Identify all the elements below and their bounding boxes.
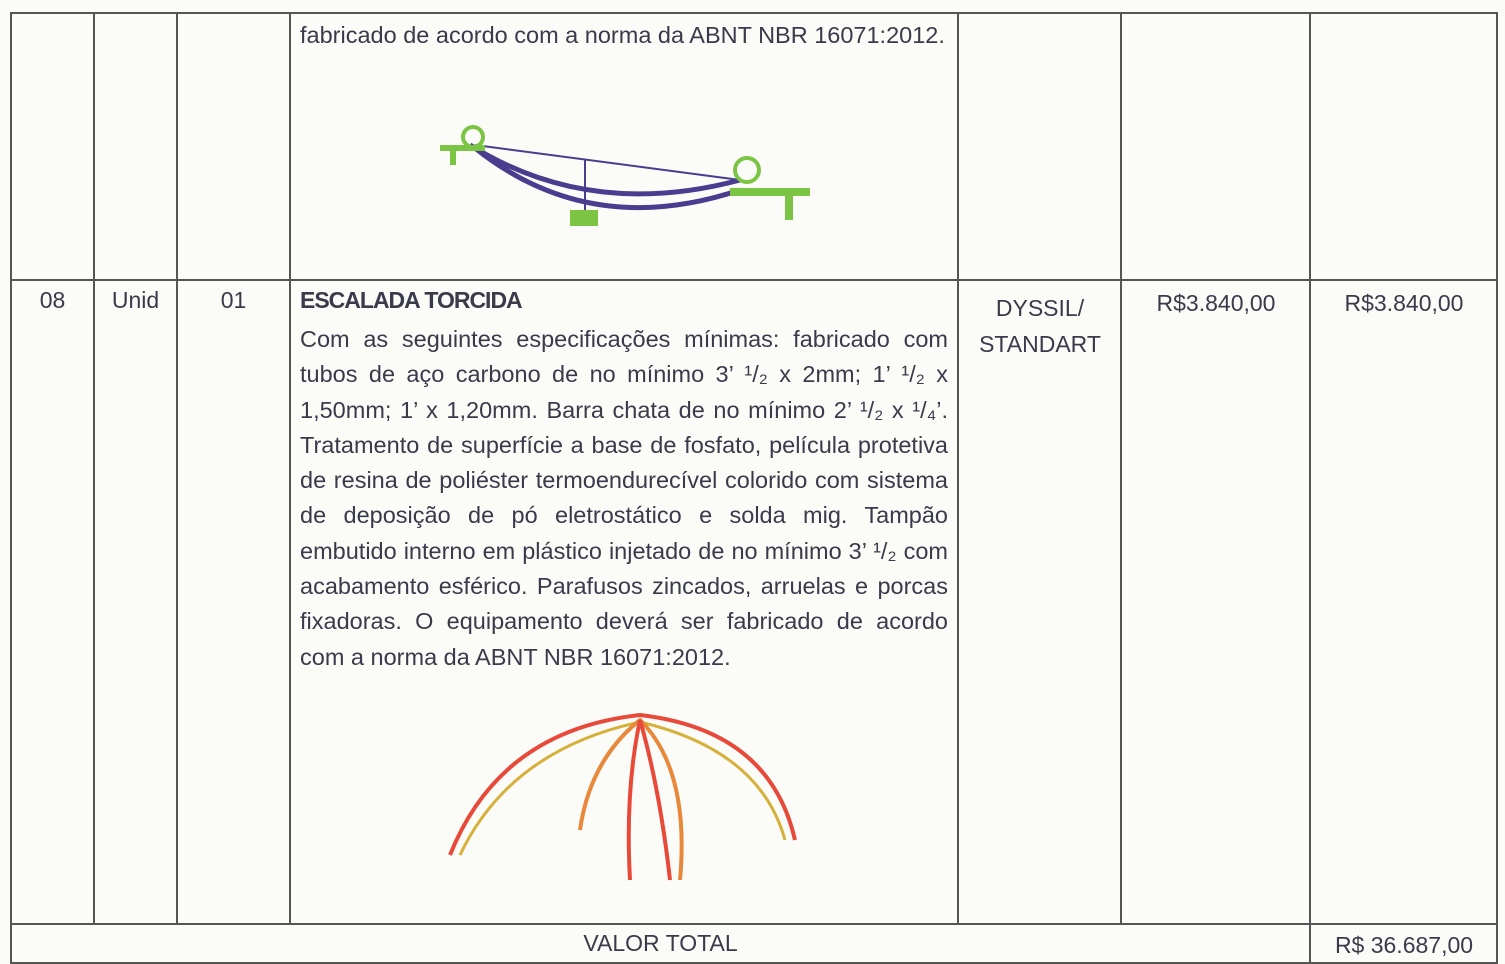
rule [1496,12,1498,964]
item-title: ESCALADA TORCIDA [300,287,523,313]
rule [10,923,1497,925]
rule [957,12,959,924]
seesaw-image [440,125,810,226]
rule [10,12,1497,14]
rule [1120,12,1122,924]
rule [10,962,1497,964]
climber-image [448,712,797,881]
cell-text: 08 [39,287,66,313]
rule [93,12,95,924]
rule [1309,12,1311,964]
cell-text: Unid [111,287,160,313]
cell-text: R$3.840,00 [1156,290,1276,316]
cell-text: fabricado de acordo com a norma da ABNT … [300,22,945,48]
rule [10,12,12,964]
footer-label: VALOR TOTAL [583,930,738,956]
footer-total: R$ 36.687,00 [1334,932,1474,958]
cell-text: 01 [220,287,247,313]
cell-text: DYSSIL/ STANDART [979,295,1101,357]
item-description: Com as seguintes especificações mínimas:… [300,326,948,670]
rule [176,12,178,924]
rule [10,279,1497,281]
cell-text: R$3.840,00 [1344,290,1464,316]
rule [289,12,291,924]
